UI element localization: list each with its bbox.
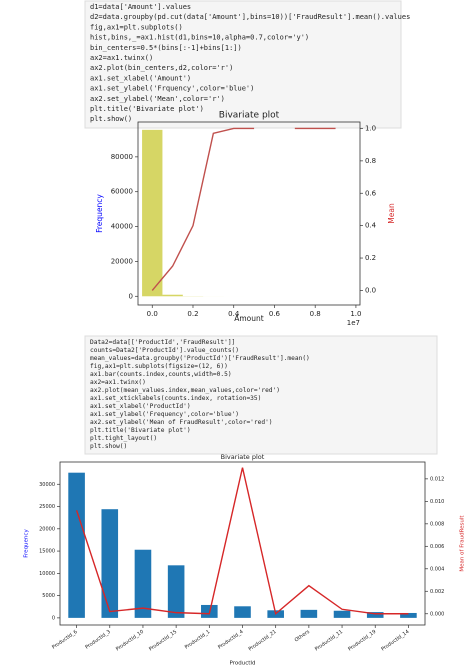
x-tick-label: 0.0 [147, 310, 158, 318]
x-tick-label: 0.6 [269, 310, 281, 318]
code-line: ax1.set_ylabel('Frequency',color='blue') [90, 411, 239, 418]
y2-tick-label: 0.010 [430, 499, 444, 505]
x-tick-label: 0.8 [310, 310, 321, 318]
y2-tick-label: 0.004 [430, 566, 444, 572]
code-line: ax2=ax1.twinx() [90, 379, 146, 386]
code-line: hist,bins,_=ax1.hist(d1,bins=10,alpha=0.… [90, 34, 309, 42]
x-tick-label: ProductId_4 [217, 629, 244, 651]
code-line: Data2=data[['ProductId','FraudResult']] [90, 339, 235, 346]
code-line: plt.title('Bivariate plot') [90, 427, 191, 434]
x-tick-label: ProductId_21 [248, 629, 278, 653]
y-tick-label: 5000 [42, 593, 55, 599]
bar [134, 549, 152, 618]
x-tick-label: ProductId_14 [380, 629, 410, 653]
bar [68, 472, 85, 618]
y2-tick-label: 0.2 [365, 254, 376, 262]
code-line: ax1.set_xticklabels(counts.index, rotati… [90, 395, 261, 402]
y-tick-label: 60000 [111, 188, 133, 196]
bar [400, 612, 417, 618]
y2-tick-label: 0.6 [365, 189, 377, 197]
y-tick-label: 80000 [111, 153, 133, 161]
y-axis-label: Frequency [24, 529, 30, 558]
bar [300, 609, 318, 618]
chart-title: Bivariate plot [219, 111, 280, 121]
x-tick-label: 0.4 [228, 310, 240, 318]
x-axis-label: ProductId [230, 661, 256, 667]
code-line: ax2=ax1.twinx() [90, 54, 153, 62]
y-tick-label: 25000 [39, 504, 55, 510]
x-tick-label: ProductId_1 [184, 629, 211, 651]
y2-tick-label: 0.4 [365, 222, 377, 230]
y2-tick-label: 0.012 [430, 476, 444, 482]
x-tick-label: ProductId_11 [314, 629, 344, 653]
y2-tick-label: 0.000 [430, 611, 444, 617]
y-axis-label: Frequency [95, 194, 104, 233]
y2-tick-label: 0.002 [430, 589, 444, 595]
y2-axis-label: Mean [387, 203, 396, 224]
line [75, 467, 409, 616]
y2-tick-label: 1.0 [365, 124, 376, 132]
y-tick-label: 15000 [39, 549, 55, 555]
x-offset-label: 1e7 [347, 319, 360, 327]
chart-title: Bivariate plot [221, 453, 265, 461]
bar [101, 509, 119, 618]
x-axis-label: Amount [234, 314, 264, 323]
code-line: ax2.set_ylabel('Mean of FraudResult',col… [90, 419, 273, 426]
code-line: plt.show() [90, 115, 132, 123]
code-line: fig,ax1=plt.subplots() [90, 23, 183, 31]
x-tick-label: ProductId_3 [84, 629, 111, 651]
y-tick-label: 30000 [39, 482, 55, 488]
x-tick-label: ProductId_10 [115, 629, 145, 653]
x-tick-label: ProductId_6 [51, 629, 78, 651]
bar [234, 606, 251, 618]
code-line: plt.show() [90, 443, 127, 450]
code-line: ax1.bar(counts.index,counts,width=0.5) [90, 371, 232, 378]
x-tick-label: ProductId_19 [347, 629, 377, 653]
code-line: bin_centers=0.5*(bins[:-1]+bins[1:]) [90, 44, 242, 52]
code-line: fig,ax1=plt.subplots(figsize=(12, 6)) [90, 363, 228, 370]
x-tick-label: 1.0 [350, 310, 361, 318]
code-cell-bg [84, 335, 438, 455]
code-line: ax2.plot(bin_centers,d2,color='r') [90, 64, 233, 72]
code-line: plt.tight_layout() [90, 435, 157, 442]
x-tick-label: Others [294, 629, 312, 644]
y2-axis-label: Mean of FraudResult [460, 515, 466, 572]
code-line: counts=Data2['ProductId'].value_counts() [90, 347, 239, 354]
bar [366, 612, 384, 618]
code-line: d1=data['Amount'].values [90, 3, 191, 11]
y2-tick-label: 0.006 [430, 544, 444, 550]
y2-tick-label: 0.8 [365, 157, 376, 165]
code-line: ax1.set_xlabel('Amount') [90, 74, 191, 82]
y-tick-label: 20000 [111, 257, 133, 265]
x-tick-label: 0.2 [187, 310, 198, 318]
histogram-bar [142, 129, 163, 297]
y-tick-label: 0 [52, 615, 55, 621]
bar [333, 610, 351, 618]
code-line: ax1.set_xlabel('ProductId') [90, 403, 191, 410]
bar [167, 565, 185, 618]
line [151, 127, 336, 291]
y2-tick-label: 0.0 [365, 286, 376, 294]
code-line: mean_values=data.groupby('ProductId')['F… [90, 355, 310, 362]
y-tick-label: 20000 [39, 526, 55, 532]
y-tick-label: 0 [129, 292, 133, 300]
y2-tick-label: 0.008 [430, 521, 444, 527]
code-line: ax2.set_ylabel('Mean',color='r') [90, 95, 225, 103]
code-line: d2=data.groupby(pd.cut(data['Amount'],bi… [90, 13, 410, 21]
y-tick-label: 10000 [39, 571, 55, 577]
plot-frame [137, 121, 361, 306]
code-line: ax1.set_ylabel('Frquency',color='blue') [90, 85, 254, 93]
code-line: plt.title('Bivariate plot') [90, 105, 204, 113]
histogram-bar [162, 294, 183, 297]
code-cell-bg [84, 0, 402, 129]
y-tick-label: 40000 [111, 223, 133, 231]
x-tick-label: ProductId_15 [148, 629, 178, 653]
code-line: ax2.plot(mean_values.index,mean_values,c… [90, 387, 280, 394]
